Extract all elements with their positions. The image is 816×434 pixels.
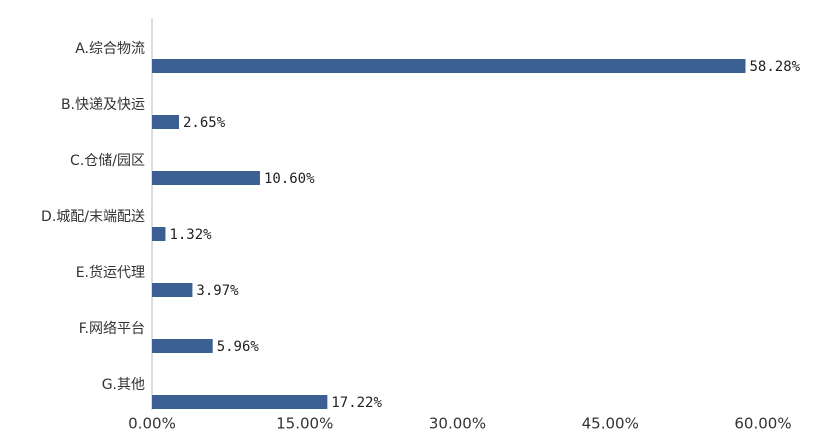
- value-label: 17.22%: [331, 395, 382, 411]
- bar: [152, 115, 179, 129]
- x-tick-label: 30.00%: [429, 415, 486, 433]
- x-tick-label: 0.00%: [128, 415, 176, 433]
- value-label: 1.32%: [169, 227, 212, 243]
- category-label: E.货运代理: [76, 264, 145, 281]
- category-label: F.网络平台: [79, 321, 145, 337]
- x-tick-label: 45.00%: [582, 415, 639, 433]
- x-tick-label: 15.00%: [276, 415, 333, 433]
- x-tick-label: 60.00%: [734, 415, 791, 433]
- value-label: 58.28%: [749, 59, 800, 75]
- bar: [152, 227, 166, 241]
- category-label: B.快递及快运: [61, 97, 145, 113]
- category-label: D.城配/末端配送: [41, 209, 145, 225]
- value-label: 3.97%: [196, 283, 239, 299]
- category-label: G.其他: [102, 377, 145, 393]
- bar: [152, 283, 193, 297]
- value-label: 10.60%: [264, 171, 315, 187]
- category-label: A.综合物流: [75, 41, 145, 57]
- value-label: 2.65%: [183, 115, 226, 131]
- bar: [152, 171, 260, 185]
- bar: [152, 339, 213, 353]
- category-label: C.仓储/园区: [70, 153, 145, 169]
- value-label: 5.96%: [217, 339, 260, 355]
- bar: [152, 59, 746, 73]
- bar: [152, 395, 328, 409]
